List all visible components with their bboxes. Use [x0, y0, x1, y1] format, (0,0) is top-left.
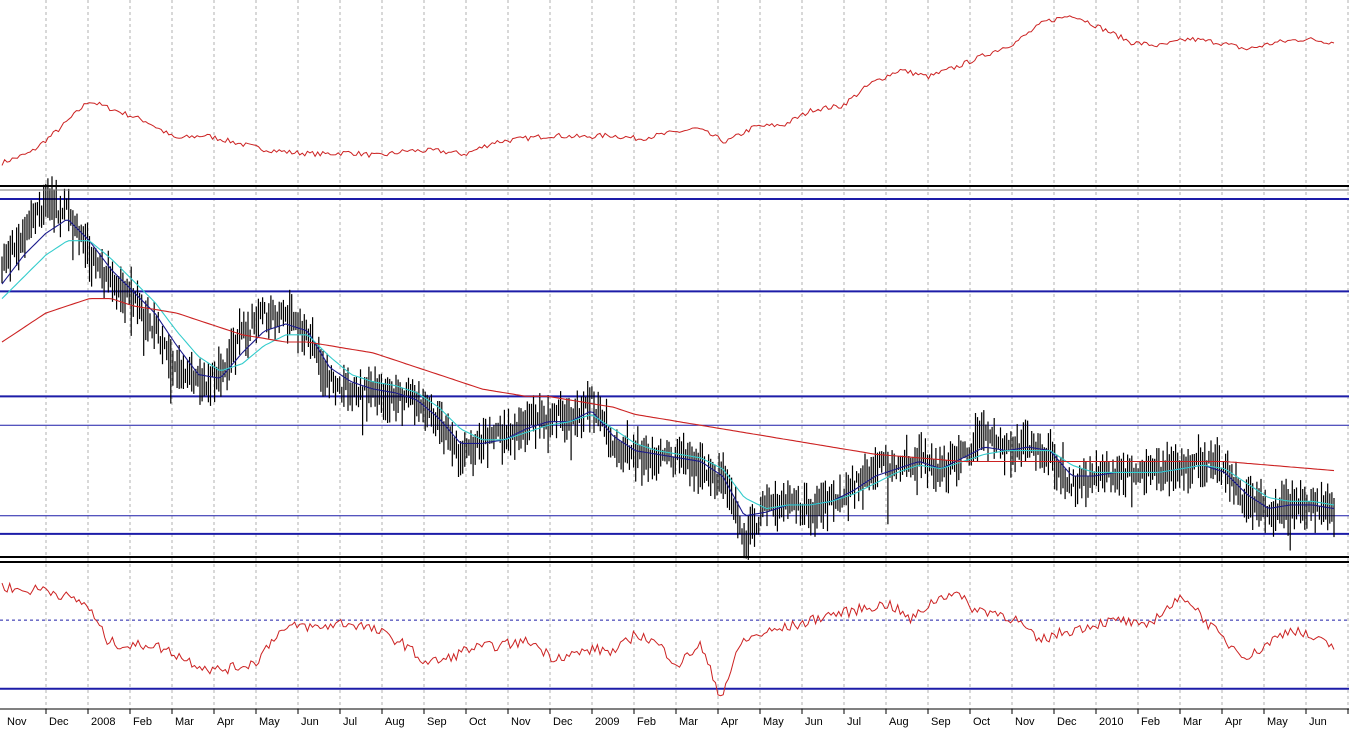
x-tick-label: Dec — [49, 716, 69, 728]
x-tick-label: Oct — [469, 716, 486, 728]
x-tick-label: Jun — [805, 716, 823, 728]
ma-long-line — [1, 298, 1335, 472]
x-tick-label: Feb — [1141, 716, 1160, 728]
oscillator-line — [1, 581, 1335, 697]
x-tick-label: May — [1267, 716, 1288, 728]
x-tick-label: Feb — [637, 716, 656, 728]
price-panel — [0, 176, 1349, 560]
x-tick-label: Apr — [721, 716, 738, 728]
x-tick-label: Jul — [343, 716, 357, 728]
x-tick-label: Oct — [973, 716, 990, 728]
x-tick-label: 2008 — [91, 716, 115, 728]
x-tick-label: Mar — [1183, 716, 1202, 728]
x-tick-label: Apr — [217, 716, 234, 728]
x-tick-label: Nov — [1015, 716, 1035, 728]
x-tick-label: Nov — [7, 716, 27, 728]
x-tick-label: Aug — [889, 716, 909, 728]
x-tick-label: Sep — [427, 716, 447, 728]
x-tick-label: Nov — [511, 716, 531, 728]
x-tick-label: Mar — [175, 716, 194, 728]
x-tick-label: May — [763, 716, 784, 728]
x-tick-label: Jun — [1309, 716, 1327, 728]
oscillator-panel — [0, 581, 1349, 697]
top-panel — [1, 15, 1335, 166]
x-tick-label: Jul — [847, 716, 861, 728]
x-tick-label: 2010 — [1099, 716, 1123, 728]
top-series-line — [1, 15, 1335, 166]
price-bars — [1, 176, 1335, 560]
x-tick-label: Aug — [385, 716, 405, 728]
vertical-grid — [45, 0, 1349, 709]
ma-mid-line — [1, 240, 1335, 510]
x-tick-label: Sep — [931, 716, 951, 728]
x-tick-label: Dec — [1057, 716, 1077, 728]
x-tick-label: Jun — [301, 716, 319, 728]
x-tick-label: Dec — [553, 716, 573, 728]
ma-short-line — [1, 219, 1335, 517]
panel-dividers — [0, 185, 1349, 710]
x-tick-label: Feb — [133, 716, 152, 728]
x-tick-label: Mar — [679, 716, 698, 728]
x-tick-label: May — [259, 716, 280, 728]
x-tick-label: Apr — [1225, 716, 1242, 728]
x-axis: Nov Dec 2008 Feb Mar Apr May Jun Jul Aug Sep Oct Nov… — [7, 709, 1349, 728]
x-tick-label: 2009 — [595, 716, 619, 728]
